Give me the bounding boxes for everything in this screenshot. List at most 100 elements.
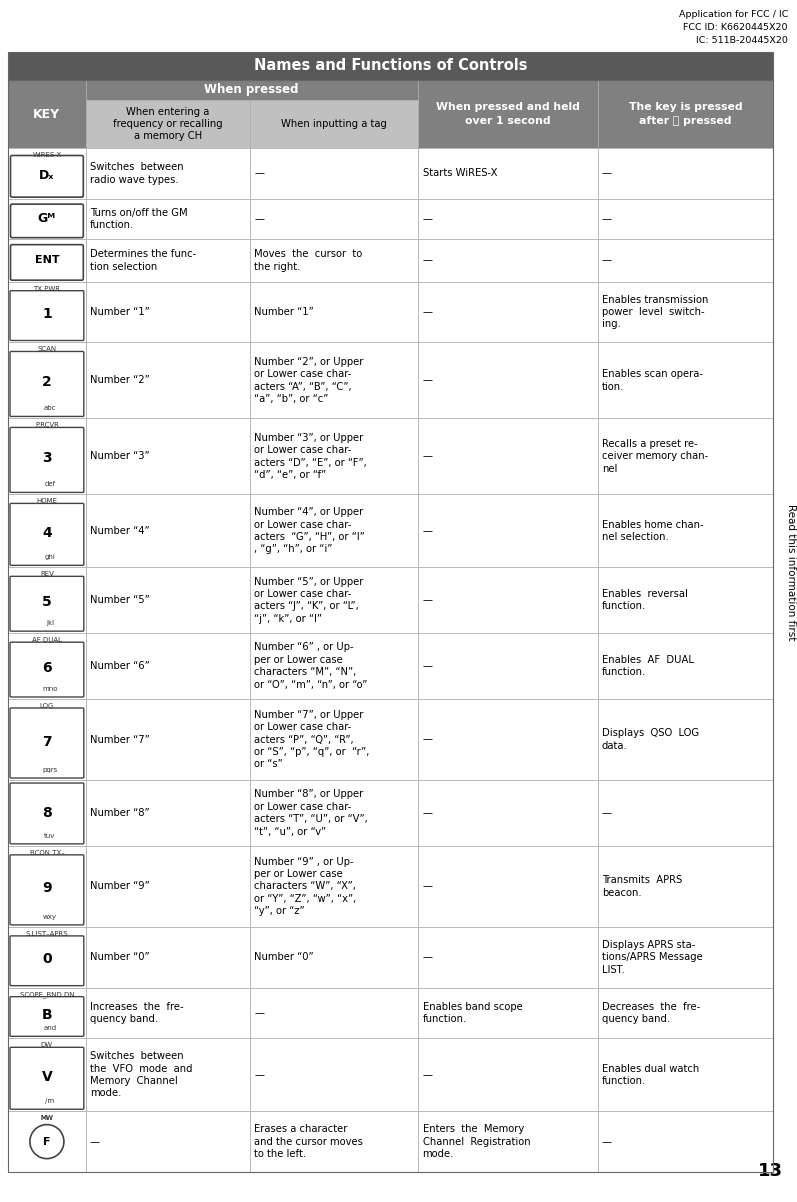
Bar: [418, 239, 598, 281]
Bar: [86, 567, 250, 633]
Bar: [86, 846, 250, 927]
Bar: [8, 1111, 86, 1172]
Bar: [598, 780, 773, 846]
Text: When entering a
frequency or recalling
a memory CH: When entering a frequency or recalling a…: [113, 107, 222, 142]
Text: Recalls a preset re-
ceiver memory chan-
nel: Recalls a preset re- ceiver memory chan-…: [602, 439, 709, 474]
Bar: [418, 81, 598, 148]
Text: BCON TX–: BCON TX–: [29, 850, 65, 856]
Text: Number “6” , or Up-
per or Lower case
characters “M”, “N”,
or “O”, “m”, “n”, or : Number “6” , or Up- per or Lower case ch…: [254, 643, 367, 690]
Text: V: V: [41, 1070, 53, 1084]
Text: —: —: [422, 881, 433, 892]
FancyBboxPatch shape: [10, 245, 84, 280]
FancyBboxPatch shape: [10, 783, 84, 844]
Bar: [418, 281, 598, 343]
Bar: [250, 1111, 418, 1172]
Bar: [598, 281, 773, 343]
Bar: [86, 1111, 250, 1172]
Text: ghi: ghi: [45, 554, 55, 560]
Text: Erases a character
and the cursor moves
to the left.: Erases a character and the cursor moves …: [254, 1124, 363, 1159]
Text: MW: MW: [41, 1115, 53, 1121]
FancyBboxPatch shape: [10, 204, 84, 238]
Text: mno: mno: [42, 686, 57, 692]
Text: Number “7”, or Upper
or Lower case char-
acters “P”, “Q”, “R”,
or “S”, “p”, “q”,: Number “7”, or Upper or Lower case char-…: [254, 709, 369, 769]
Bar: [8, 148, 86, 198]
Text: Number “1”: Number “1”: [90, 307, 150, 317]
Bar: [86, 343, 250, 418]
Bar: [250, 198, 418, 239]
Bar: [418, 418, 598, 494]
Bar: [8, 988, 86, 1039]
Text: wxy: wxy: [43, 914, 57, 920]
Bar: [86, 418, 250, 494]
Text: 13: 13: [758, 1162, 783, 1180]
Bar: [8, 927, 86, 988]
Text: —: —: [602, 808, 612, 817]
Text: Determines the func-
tion selection: Determines the func- tion selection: [90, 249, 196, 272]
Bar: [418, 1111, 598, 1172]
Text: —: —: [422, 256, 433, 266]
Bar: [8, 281, 86, 343]
Bar: [418, 1039, 598, 1111]
Text: Number “2”, or Upper
or Lower case char-
acters “A”, “B”, “C”,
“a”, “b”, or “c”: Number “2”, or Upper or Lower case char-…: [254, 357, 363, 404]
Text: 8: 8: [42, 807, 52, 820]
Text: REV: REV: [40, 571, 54, 577]
Text: and: and: [43, 1025, 57, 1031]
Bar: [250, 780, 418, 846]
Text: —: —: [422, 734, 433, 744]
Bar: [598, 239, 773, 281]
Text: —: —: [422, 525, 433, 536]
Text: def: def: [45, 481, 56, 487]
Text: AF DUAL: AF DUAL: [32, 637, 62, 643]
Text: —: —: [602, 168, 612, 178]
Text: 5: 5: [42, 595, 52, 609]
Text: B: B: [41, 1008, 53, 1022]
Bar: [250, 148, 418, 198]
FancyBboxPatch shape: [10, 428, 84, 493]
Bar: [598, 1111, 773, 1172]
Text: Names and Functions of Controls: Names and Functions of Controls: [253, 59, 528, 73]
Text: Gᴹ: Gᴹ: [37, 213, 56, 226]
Text: Turns on/off the GM
function.: Turns on/off the GM function.: [90, 208, 187, 230]
FancyBboxPatch shape: [10, 576, 84, 631]
Bar: [418, 567, 598, 633]
Text: tuv: tuv: [44, 833, 56, 839]
Text: pqrs: pqrs: [42, 767, 57, 773]
FancyBboxPatch shape: [10, 155, 84, 197]
FancyBboxPatch shape: [10, 936, 84, 986]
Bar: [86, 780, 250, 846]
Bar: [598, 198, 773, 239]
Text: SCAN: SCAN: [37, 346, 57, 352]
Text: —: —: [602, 256, 612, 266]
Text: Increases  the  fre-
quency band.: Increases the fre- quency band.: [90, 1001, 183, 1024]
Text: Dₓ: Dₓ: [39, 168, 54, 182]
FancyBboxPatch shape: [10, 291, 84, 340]
Bar: [8, 52, 773, 81]
Text: Number “0”: Number “0”: [90, 952, 149, 963]
Text: —: —: [422, 661, 433, 671]
Bar: [8, 239, 86, 281]
Text: —: —: [422, 1070, 433, 1079]
Bar: [8, 1039, 86, 1111]
Bar: [8, 494, 86, 567]
Text: Enables  reversal
function.: Enables reversal function.: [602, 589, 688, 612]
Text: Switches  between
the  VFO  mode  and
Memory  Channel
mode.: Switches between the VFO mode and Memory…: [90, 1052, 192, 1099]
Text: Number “2”: Number “2”: [90, 375, 150, 386]
Text: Number “4”, or Upper
or Lower case char-
acters  “G”, “H”, or “I”
, “g”, “h”, or: Number “4”, or Upper or Lower case char-…: [254, 507, 365, 554]
Bar: [598, 988, 773, 1039]
Text: When pressed: When pressed: [204, 83, 299, 96]
Text: —: —: [254, 1008, 264, 1018]
Text: Number “0”: Number “0”: [254, 952, 314, 963]
Text: FCC ID: K6620445X20: FCC ID: K6620445X20: [684, 23, 788, 32]
Text: Number “6”: Number “6”: [90, 661, 150, 671]
Bar: [250, 846, 418, 927]
Text: When inputting a tag: When inputting a tag: [281, 119, 387, 129]
Bar: [86, 100, 250, 148]
Text: Number “7”: Number “7”: [90, 734, 150, 744]
Bar: [418, 846, 598, 927]
Bar: [250, 1039, 418, 1111]
Bar: [8, 846, 86, 927]
Text: KEY: KEY: [33, 107, 61, 120]
Bar: [598, 418, 773, 494]
Bar: [598, 567, 773, 633]
Text: Number “5”: Number “5”: [90, 595, 150, 606]
